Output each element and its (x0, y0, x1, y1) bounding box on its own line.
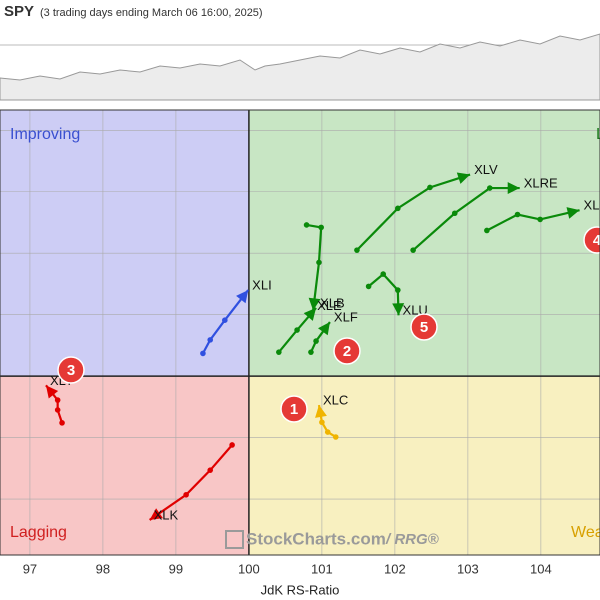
series-label: XLB (320, 295, 345, 310)
trail-point (332, 434, 339, 440)
quadrant-label: Weakening (571, 524, 600, 541)
x-tick-label: 100 (238, 561, 260, 576)
badge (333, 337, 361, 365)
trail-point (427, 184, 433, 191)
trail-point (313, 338, 319, 344)
trail-point (183, 491, 189, 498)
trail-point (276, 349, 282, 355)
trail-point (59, 420, 65, 426)
trail-point (303, 222, 310, 228)
x-tick-label: 102 (384, 561, 406, 576)
trail-point (54, 397, 61, 403)
badge-label: 3 (67, 362, 75, 379)
trail-point (200, 350, 206, 357)
trail (367, 272, 400, 316)
trail-point (207, 467, 214, 473)
trail-point (395, 205, 401, 212)
x-tick-label: 101 (311, 561, 333, 576)
series-label: XLF (334, 309, 358, 324)
trail-point (316, 259, 322, 266)
trail (486, 209, 580, 232)
trail (356, 173, 471, 251)
series-label: XLV (474, 162, 498, 177)
trail-point (308, 349, 314, 355)
trail-head (236, 290, 249, 304)
quadrant-label: Improving (10, 126, 80, 143)
price-sparkline (0, 33, 600, 101)
series-label: XLI (252, 278, 272, 293)
trail-point (365, 283, 372, 290)
trail-head (308, 297, 321, 311)
series-label: XLK (154, 507, 179, 522)
badge (57, 356, 85, 384)
trail-head (303, 307, 317, 321)
trail-point (207, 337, 214, 343)
trail (149, 444, 233, 521)
chart-title: SPY (4, 3, 34, 20)
quadrant (0, 376, 249, 555)
trail-point (229, 442, 235, 448)
x-tick-label: 98 (96, 561, 110, 576)
trail-point (222, 317, 228, 324)
series-label: XLP (584, 198, 600, 213)
trail-head (45, 385, 59, 399)
trail-point (318, 224, 324, 231)
trail-point (324, 429, 331, 435)
trail-point (537, 216, 543, 223)
trail-point (451, 210, 458, 217)
trail-point (354, 247, 360, 253)
trail-head (315, 405, 327, 418)
chart-subtitle: (3 trading days ending March 06 16:00, 2… (40, 7, 263, 19)
badge (583, 226, 600, 254)
badge-label: 4 (593, 232, 600, 249)
trail-point (380, 271, 387, 277)
quadrant-label: Lagging (10, 524, 67, 541)
trail-head (507, 182, 520, 195)
badge (280, 395, 308, 423)
series-label: XLE (317, 298, 342, 313)
trail-point (484, 227, 490, 234)
x-tick-label: 103 (457, 561, 479, 576)
trail-head (318, 322, 330, 336)
trail-head (149, 508, 163, 520)
trail (412, 186, 520, 251)
trail (306, 223, 323, 311)
trail-point (514, 211, 521, 218)
x-tick-label: 97 (23, 561, 37, 576)
x-tick-label: 104 (530, 561, 552, 576)
badge-label: 2 (343, 343, 351, 360)
trail-head (566, 207, 580, 219)
trail-point (395, 287, 401, 293)
quadrant (0, 110, 249, 377)
plot-frame (0, 109, 600, 556)
quadrant-label: Leading (596, 126, 600, 143)
badge (410, 313, 438, 341)
watermark-suffix: / RRG® (385, 531, 440, 548)
watermark: StockCharts.com (246, 529, 386, 548)
badge-label: 1 (290, 401, 298, 418)
quadrant (248, 376, 600, 555)
trail (201, 289, 250, 354)
trail-point (410, 247, 416, 253)
x-axis-label: JdK RS-Ratio (261, 582, 340, 597)
x-tick-label: 99 (169, 561, 183, 576)
watermark-icon (225, 530, 244, 549)
trail-point (486, 185, 493, 191)
badge-label: 5 (420, 319, 428, 336)
trail-point (294, 327, 300, 333)
trail-head (456, 172, 471, 184)
trail-point (319, 419, 325, 426)
series-label: XLC (323, 392, 348, 407)
trail-head (392, 303, 405, 316)
trail-point (54, 407, 61, 413)
series-label: XLRE (524, 175, 558, 190)
